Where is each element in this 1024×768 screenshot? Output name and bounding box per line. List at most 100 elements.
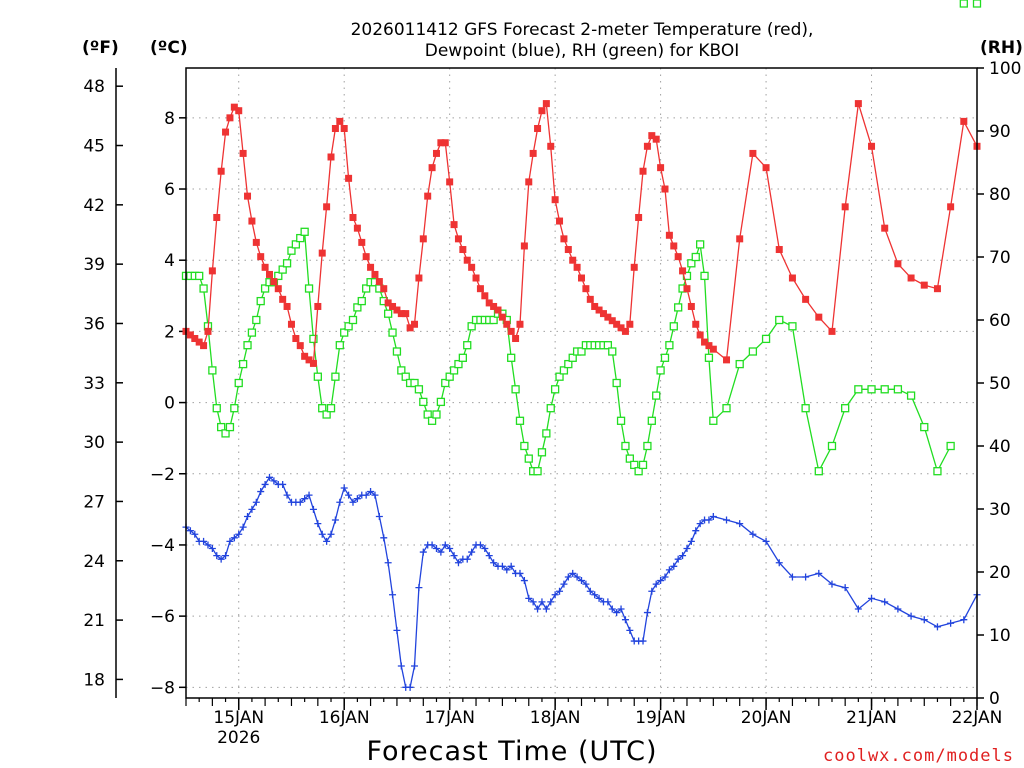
rh-point (401, 372, 410, 381)
rh-tick-label: 10 (989, 626, 1011, 646)
dewpoint-point (586, 587, 594, 595)
dewpoint-point (314, 520, 322, 528)
dewpoint-point (556, 587, 564, 595)
temp-point (608, 317, 616, 325)
temp-point (534, 125, 542, 133)
temp-point (349, 213, 357, 221)
rh-point (709, 416, 718, 425)
dewpoint-point (670, 562, 678, 570)
rh-point (331, 372, 340, 381)
rh-point (520, 441, 529, 451)
temp-point (485, 299, 493, 307)
rh-point (933, 467, 942, 476)
dewpoint-point (560, 580, 568, 588)
rh-point (827, 441, 837, 451)
temp-point (560, 235, 568, 243)
temp-point (920, 281, 928, 289)
rh-point (291, 240, 301, 249)
rh-unit-label: (RH) (980, 38, 1023, 58)
dewpoint-point (503, 566, 511, 574)
rh-point (274, 271, 283, 281)
dewpoint-point (411, 662, 419, 670)
rh-point (564, 359, 573, 369)
temp-point (621, 327, 629, 335)
rh-point (906, 391, 916, 400)
dewpoint-point (520, 577, 528, 585)
rh-point (260, 284, 270, 293)
dewpoint-point (947, 619, 955, 627)
rh-point (326, 404, 336, 413)
series-layer (181, 0, 982, 691)
dewpoint-point (498, 562, 506, 570)
dewpoint-point (389, 591, 397, 599)
rh-point (247, 328, 257, 337)
dewpoint-point (591, 591, 599, 599)
temp-point (494, 306, 502, 314)
dewpoint-point (380, 534, 388, 542)
temp-point (257, 253, 265, 261)
temp-point (441, 139, 449, 147)
dewpoint-point (547, 598, 555, 606)
temp-point (367, 263, 375, 271)
temp-point (665, 231, 673, 239)
f-tick-label: 21 (83, 611, 105, 631)
rh-point (665, 341, 674, 350)
rh-point (463, 341, 472, 350)
temp-point (389, 302, 397, 310)
temp-point (736, 235, 744, 243)
temp-point (345, 174, 353, 182)
temp-point (907, 274, 915, 282)
temp-point (384, 299, 392, 307)
rh-point (340, 328, 349, 337)
temp-point (604, 313, 612, 321)
rh-point (577, 347, 586, 356)
c-tick-label: 4 (164, 251, 175, 271)
dewpoint-point (186, 527, 194, 535)
rh-point (230, 404, 239, 413)
temp-point (340, 125, 348, 133)
temp-point (402, 310, 410, 318)
temp-point (569, 256, 577, 264)
dewpoint-point (375, 512, 383, 520)
dewpoint-point (362, 491, 370, 499)
dewpoint-point (920, 616, 928, 624)
f-tick-label: 24 (83, 552, 105, 572)
dewpoint-point (604, 598, 612, 606)
temp-point (301, 352, 309, 360)
dewpoint-point (538, 598, 546, 606)
dewpoint-point (244, 512, 252, 520)
rh-point (814, 467, 823, 476)
rh-point (696, 240, 705, 249)
rh-point (300, 227, 309, 236)
rh-point (436, 397, 446, 407)
rh-point (441, 378, 450, 388)
rh-point (546, 404, 555, 413)
dewpoint-point (200, 537, 208, 545)
temp-point (204, 327, 212, 335)
rh-point (761, 334, 771, 344)
rh-point (946, 441, 955, 451)
dewpoint-point (226, 537, 234, 545)
dewpoint-point (828, 580, 836, 588)
temp-point (186, 331, 194, 339)
dewpoint-point (239, 523, 247, 531)
dewpoint-point (534, 605, 542, 613)
c-tick-label: −6 (150, 607, 175, 627)
temp-point (446, 178, 454, 186)
temp-point (674, 253, 682, 261)
temp-point (802, 295, 810, 303)
rh-point (616, 416, 626, 425)
dewpoint-point (815, 569, 823, 577)
celsius-unit-label: (ºC) (150, 38, 188, 58)
dewpoint-point (257, 488, 265, 496)
dewpoint-point (454, 559, 462, 567)
temp-point (428, 164, 436, 172)
dewpoint-point (573, 573, 581, 581)
rh-point (348, 315, 358, 325)
dewpoint-point (674, 555, 682, 563)
temp-point (762, 164, 770, 172)
rh-point (704, 353, 714, 362)
temp-point (788, 274, 796, 282)
temp-point (683, 285, 691, 293)
rh-point (748, 347, 758, 356)
